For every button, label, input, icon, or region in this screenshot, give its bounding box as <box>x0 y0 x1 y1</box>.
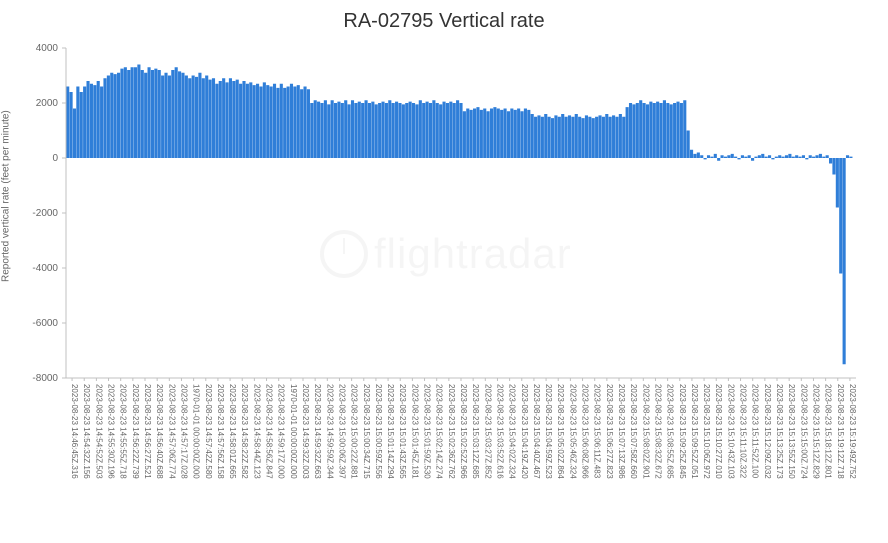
y-tick-label: -8000 <box>32 373 58 384</box>
x-tick-label: 2023-08-23 14:59:59Z.344 <box>325 384 334 479</box>
x-tick-label: 2023-08-23 15:06:08Z.966 <box>581 384 590 479</box>
x-tick-label: 2023-08-23 14:58:01Z.665 <box>228 384 237 479</box>
x-tick-label: 2023-08-23 15:01:59Z.530 <box>423 384 432 479</box>
x-tick-label: 2023-08-23 14:55:55Z.718 <box>119 384 128 479</box>
x-tick-label: 2023-08-23 15:00:06Z.397 <box>337 384 346 479</box>
x-tick-label: 2023-08-23 15:01:14Z.294 <box>386 384 395 479</box>
x-tick-label: 2023-08-23 14:55:30Z.196 <box>107 384 116 479</box>
x-tick-label: 2023-08-23 15:01:43Z.565 <box>398 384 407 479</box>
x-tick-label: 2023-08-23 15:12:09Z.032 <box>763 384 772 479</box>
x-tick-label: 2023-08-23 15:13:55Z.150 <box>787 384 796 479</box>
x-tick-label: 2023-08-23 14:56:40Z.688 <box>155 384 164 479</box>
y-tick-label: 2000 <box>36 98 59 109</box>
x-tick-label: 2023-08-23 14:57:06Z.774 <box>167 384 176 479</box>
x-tick-label: 2023-08-23 15:11:52Z.100 <box>751 384 760 479</box>
y-tick-label: 4000 <box>36 43 59 54</box>
x-tick-label: 2023-08-23 15:00:59Z.556 <box>374 384 383 479</box>
x-tick-label: 2023-08-23 15:05:02Z.864 <box>556 384 565 479</box>
x-tick-label: 2023-08-23 15:19:49Z.752 <box>848 384 857 479</box>
vertical-rate-chart: RA-02795 Vertical rate Reported vertical… <box>0 0 888 543</box>
x-tick-label: 2023-08-23 15:04:40Z.467 <box>532 384 541 479</box>
x-tick-label: 2023-08-23 15:08:32Z.672 <box>653 384 662 479</box>
x-tick-label: 2023-08-23 14:59:32Z.663 <box>313 384 322 479</box>
x-tick-label: 2023-08-23 15:08:55Z.685 <box>666 384 675 479</box>
x-tick-label: 2023-08-23 15:03:52Z.616 <box>495 384 504 479</box>
x-tick-label: 2023-08-23 15:11:10Z.322 <box>739 384 748 479</box>
x-tick-label: 2023-08-23 14:54:52Z.503 <box>94 384 103 479</box>
x-tick-label: 2023-08-23 14:59:17Z.000 <box>277 384 286 479</box>
x-tick-label: 2023-08-23 15:02:14Z.274 <box>435 384 444 479</box>
x-tick-label: 2023-08-23 14:57:42Z.580 <box>204 384 213 479</box>
y-tick-label: -6000 <box>32 318 58 329</box>
x-tick-label: 2023-08-23 15:02:52Z.966 <box>459 384 468 479</box>
x-tick-label: 2023-08-23 15:07:58Z.660 <box>629 384 638 479</box>
y-tick-label: 0 <box>52 153 58 164</box>
x-tick-label: 2023-08-23 15:10:27Z.010 <box>714 384 723 479</box>
x-tick-label: 2023-08-23 14:57:56Z.158 <box>216 384 225 479</box>
x-tick-label: 2023-08-23 15:10:06Z.972 <box>702 384 711 479</box>
x-tick-label: 2023-08-23 15:04:19Z.420 <box>520 384 529 479</box>
x-tick-label: 2023-08-23 14:46:45Z.316 <box>70 384 79 479</box>
x-tick-label: 2023-08-23 15:05:46Z.324 <box>568 384 577 479</box>
x-tick-label: 2023-08-23 15:00:34Z.715 <box>362 384 371 479</box>
x-tick-label: 2023-08-23 15:19:12Z.718 <box>836 384 845 479</box>
x-tick-label: 2023-08-23 15:06:27Z.823 <box>605 384 614 479</box>
x-tick-label: 1970-01-01 00:00:00Z.000 <box>192 384 201 479</box>
x-tick-label: 2023-08-23 14:59:32Z.003 <box>301 384 310 479</box>
x-tick-label: 2023-08-23 14:54:32Z.156 <box>82 384 91 479</box>
x-tick-label: 2023-08-23 15:04:59Z.523 <box>544 384 553 479</box>
x-tick-label: 2023-08-23 15:04:02Z.324 <box>508 384 517 479</box>
x-tick-label: 2023-08-23 15:15:00Z.724 <box>799 384 808 479</box>
x-tick-label: 1970-01-01 00:00:00Z.000 <box>289 384 298 479</box>
x-tick-label: 2023-08-23 14:56:27Z.521 <box>143 384 152 479</box>
x-tick-label: 2023-08-23 15:08:02Z.901 <box>641 384 650 479</box>
x-tick-label: 2023-08-23 15:06:11Z.483 <box>593 384 602 479</box>
x-tick-label: 2023-08-23 15:03:12Z.685 <box>471 384 480 479</box>
plot-area: -8000 -6000 -4000 -2000 0 2000 4000 2023-08-23… <box>0 0 888 543</box>
y-tick-label: -4000 <box>32 263 58 274</box>
x-tick-label: 2023-08-23 15:02:36Z.762 <box>447 384 456 479</box>
x-tick-label: 2023-08-23 14:58:56Z.847 <box>265 384 274 479</box>
x-tick-label: 2023-08-23 14:58:44Z.123 <box>252 384 261 479</box>
x-tick-label: 2023-08-23 14:57:17Z.028 <box>179 384 188 479</box>
x-tick-label: 2023-08-23 15:09:25Z.845 <box>678 384 687 479</box>
y-tick-label: -2000 <box>32 208 58 219</box>
x-tick-label: 2023-08-23 15:09:52Z.051 <box>690 384 699 479</box>
x-tick-label: 2023-08-23 14:56:22Z.739 <box>131 384 140 479</box>
x-tick-label: 2023-08-23 15:10:43Z.103 <box>726 384 735 479</box>
x-tick-label: 2023-08-23 15:18:12Z.801 <box>824 384 833 479</box>
x-tick-label: 2023-08-23 14:58:22Z.582 <box>240 384 249 479</box>
x-tick-label: 2023-08-23 15:03:27Z.852 <box>483 384 492 479</box>
x-tick-label: 2023-08-23 15:00:22Z.881 <box>350 384 359 479</box>
x-tick-label: 2023-08-23 15:01:45Z.181 <box>410 384 419 479</box>
x-tick-label: 2023-08-23 15:07:13Z.986 <box>617 384 626 479</box>
x-tick-label: 2023-08-23 15:13:25Z.173 <box>775 384 784 479</box>
x-tick-label: 2023-08-23 15:15:12Z.829 <box>811 384 820 479</box>
